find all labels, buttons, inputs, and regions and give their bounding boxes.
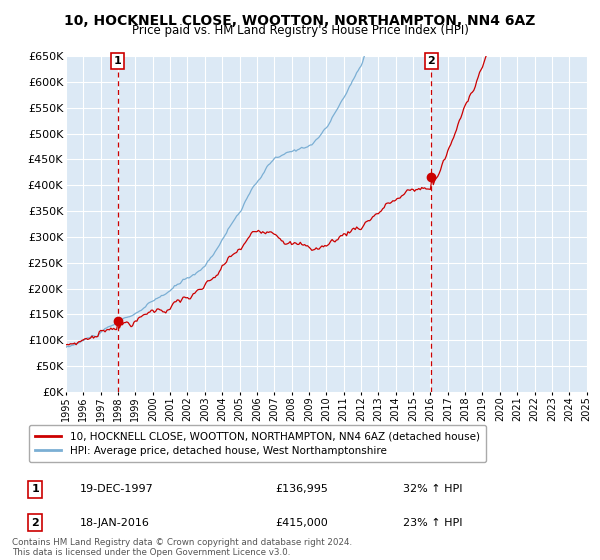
Legend: 10, HOCKNELL CLOSE, WOOTTON, NORTHAMPTON, NN4 6AZ (detached house), HPI: Average: 10, HOCKNELL CLOSE, WOOTTON, NORTHAMPTON… bbox=[29, 425, 486, 462]
Text: 18-JAN-2016: 18-JAN-2016 bbox=[80, 518, 149, 528]
Text: Price paid vs. HM Land Registry's House Price Index (HPI): Price paid vs. HM Land Registry's House … bbox=[131, 24, 469, 36]
Text: 23% ↑ HPI: 23% ↑ HPI bbox=[403, 518, 463, 528]
Text: £136,995: £136,995 bbox=[275, 484, 328, 494]
Text: 1: 1 bbox=[31, 484, 39, 494]
Text: 2: 2 bbox=[31, 518, 39, 528]
Text: 19-DEC-1997: 19-DEC-1997 bbox=[80, 484, 154, 494]
Text: 2: 2 bbox=[427, 56, 435, 66]
Text: 32% ↑ HPI: 32% ↑ HPI bbox=[403, 484, 463, 494]
Text: 1: 1 bbox=[113, 56, 121, 66]
Text: 10, HOCKNELL CLOSE, WOOTTON, NORTHAMPTON, NN4 6AZ: 10, HOCKNELL CLOSE, WOOTTON, NORTHAMPTON… bbox=[64, 14, 536, 28]
Text: £415,000: £415,000 bbox=[275, 518, 328, 528]
Text: Contains HM Land Registry data © Crown copyright and database right 2024.
This d: Contains HM Land Registry data © Crown c… bbox=[12, 538, 352, 557]
